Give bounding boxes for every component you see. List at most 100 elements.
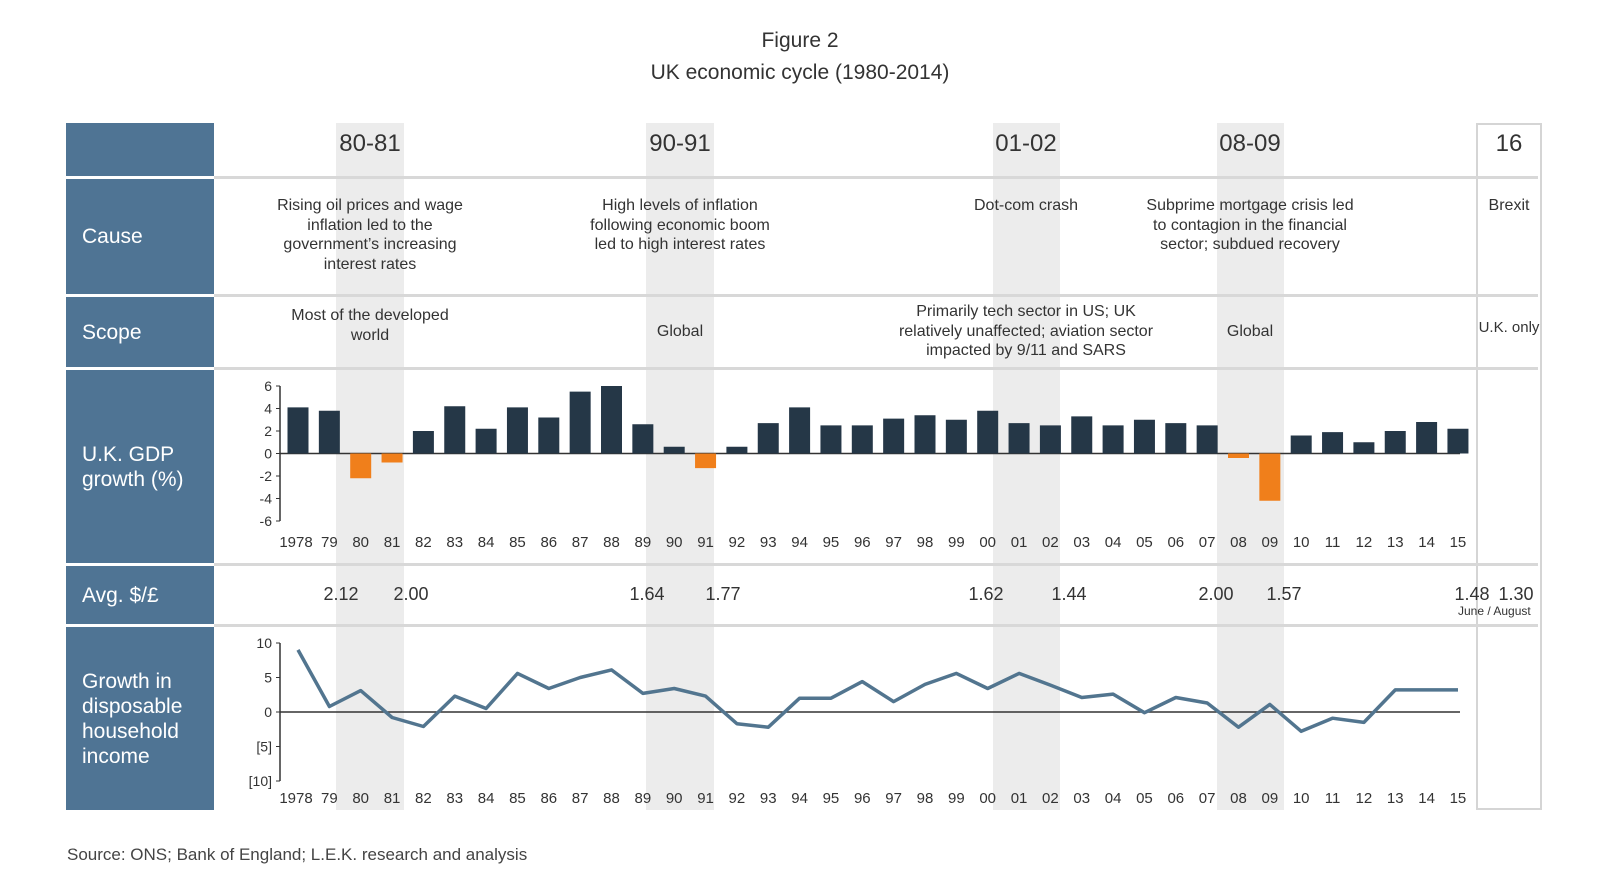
row-separator — [214, 367, 1538, 370]
gdp-bar — [1447, 428, 1469, 454]
scope-text: Most of the developed world — [291, 307, 449, 344]
fx-rate: 1.64 — [629, 584, 665, 604]
gdp-x-tick-label: 81 — [384, 534, 401, 551]
fx-rate: 1.57 — [1266, 584, 1302, 604]
gdp-x-tick-label: 83 — [446, 534, 463, 551]
gdp-x-tick-label: 05 — [1136, 534, 1153, 551]
source-note: Source: ONS; Bank of England; L.E.K. res… — [67, 845, 528, 864]
gdp-x-tick-label: 88 — [603, 534, 620, 551]
income-x-tick-label: 08 — [1230, 790, 1247, 807]
income-x-tick-label: 95 — [823, 790, 840, 807]
row-separator — [214, 563, 1538, 566]
fx-note: June / August — [1458, 604, 1531, 618]
gdp-bar — [1039, 425, 1061, 454]
gdp-x-tick-label: 00 — [979, 534, 996, 551]
gdp-x-tick-label: 1978 — [279, 534, 312, 551]
row-separator — [214, 624, 1538, 627]
gdp-x-tick-label: 12 — [1356, 534, 1373, 551]
cause-text: High levels of inflation following econo… — [590, 197, 770, 253]
period-label: 80-81 — [339, 130, 401, 157]
income-series-line — [296, 649, 1458, 734]
income-x-tick-label: 05 — [1136, 790, 1153, 807]
fx-rate: 1.48 — [1454, 584, 1490, 604]
scope-text: Global — [1226, 323, 1274, 340]
gdp-bar — [1353, 442, 1375, 454]
income-x-tick-label: 84 — [478, 790, 495, 807]
income-x-tick-label: 89 — [635, 790, 652, 807]
gdp-bar — [1165, 423, 1187, 454]
gdp-bar — [381, 453, 403, 463]
gdp-y-tick-label: -4 — [260, 491, 273, 507]
gdp-bar — [287, 407, 309, 454]
gdp-x-tick-label: 01 — [1011, 534, 1028, 551]
fx-rate: 2.00 — [393, 584, 429, 604]
row-header-fx: Avg. $/£ — [66, 566, 214, 624]
gdp-x-tick-label: 15 — [1450, 534, 1467, 551]
gdp-bar — [538, 417, 560, 454]
income-x-tick-label: 92 — [729, 790, 746, 807]
gdp-y-tick-label: 4 — [264, 401, 272, 417]
gdp-bar — [350, 453, 372, 479]
gdp-x-tick-label: 93 — [760, 534, 777, 551]
cause-text: Brexit — [1488, 197, 1530, 214]
gdp-bar — [757, 423, 779, 454]
row-header-income: Growth in disposable household income — [66, 627, 214, 810]
gdp-y-tick-label: -6 — [260, 513, 273, 529]
income-x-tick-label: 82 — [415, 790, 432, 807]
scope-text: U.K. only — [1478, 319, 1540, 336]
income-x-tick-label: 81 — [384, 790, 401, 807]
income-x-tick-label: 93 — [760, 790, 777, 807]
gdp-x-tick-label: 92 — [729, 534, 746, 551]
income-x-tick-label: 14 — [1418, 790, 1435, 807]
income-x-tick-label: 03 — [1073, 790, 1090, 807]
income-x-tick-label: 83 — [446, 790, 463, 807]
gdp-x-tick-label: 90 — [666, 534, 683, 551]
gdp-bar — [1416, 422, 1438, 454]
gdp-bar — [444, 406, 466, 454]
fx-rate: 1.30 — [1498, 584, 1534, 604]
gdp-bar — [1196, 425, 1218, 454]
gdp-bar — [726, 446, 748, 454]
gdp-y-tick-label: 0 — [264, 446, 272, 462]
figure-title: UK economic cycle (1980-2014) — [650, 61, 950, 84]
fx-rate: 2.12 — [323, 584, 359, 604]
income-x-tick-label: 02 — [1042, 790, 1059, 807]
gdp-x-tick-label: 94 — [791, 534, 808, 551]
income-x-tick-label: 86 — [540, 790, 557, 807]
income-x-tick-label: 96 — [854, 790, 871, 807]
period-label: 01-02 — [995, 130, 1057, 157]
income-x-tick-label: 12 — [1356, 790, 1373, 807]
gdp-bar — [914, 415, 936, 454]
gdp-bar — [1102, 425, 1124, 454]
income-x-tick-label: 09 — [1262, 790, 1279, 807]
period-label: 90-91 — [649, 130, 711, 157]
income-x-tick-label: 04 — [1105, 790, 1122, 807]
gdp-x-tick-label: 11 — [1325, 534, 1341, 551]
income-x-tick-label: 00 — [979, 790, 996, 807]
gdp-x-tick-label: 08 — [1230, 534, 1247, 551]
period-16-box — [1476, 123, 1542, 810]
income-x-tick-label: 88 — [603, 790, 620, 807]
fx-rate: 1.62 — [968, 584, 1004, 604]
gdp-x-tick-label: 85 — [509, 534, 526, 551]
gdp-x-tick-label: 87 — [572, 534, 589, 551]
cause-text: Dot-com crash — [973, 197, 1079, 214]
income-y-tick-label: 5 — [264, 670, 272, 686]
income-x-tick-label: 11 — [1325, 790, 1341, 807]
income-x-tick-label: 13 — [1387, 790, 1404, 807]
gdp-bar — [1133, 419, 1155, 454]
gdp-bar — [318, 410, 340, 454]
row-header-scope: Scope — [66, 297, 214, 367]
gdp-x-tick-label: 91 — [697, 534, 714, 551]
income-x-tick-label: 90 — [666, 790, 683, 807]
gdp-bar — [1008, 423, 1030, 454]
gdp-bar — [883, 418, 905, 454]
shade-01-02 — [993, 123, 1060, 810]
income-x-tick-label: 87 — [572, 790, 589, 807]
gdp-bar — [789, 407, 811, 454]
gdp-bar — [1071, 416, 1093, 454]
gdp-bar — [851, 425, 873, 454]
gdp-x-tick-label: 98 — [917, 534, 934, 551]
income-x-tick-label: 01 — [1011, 790, 1028, 807]
